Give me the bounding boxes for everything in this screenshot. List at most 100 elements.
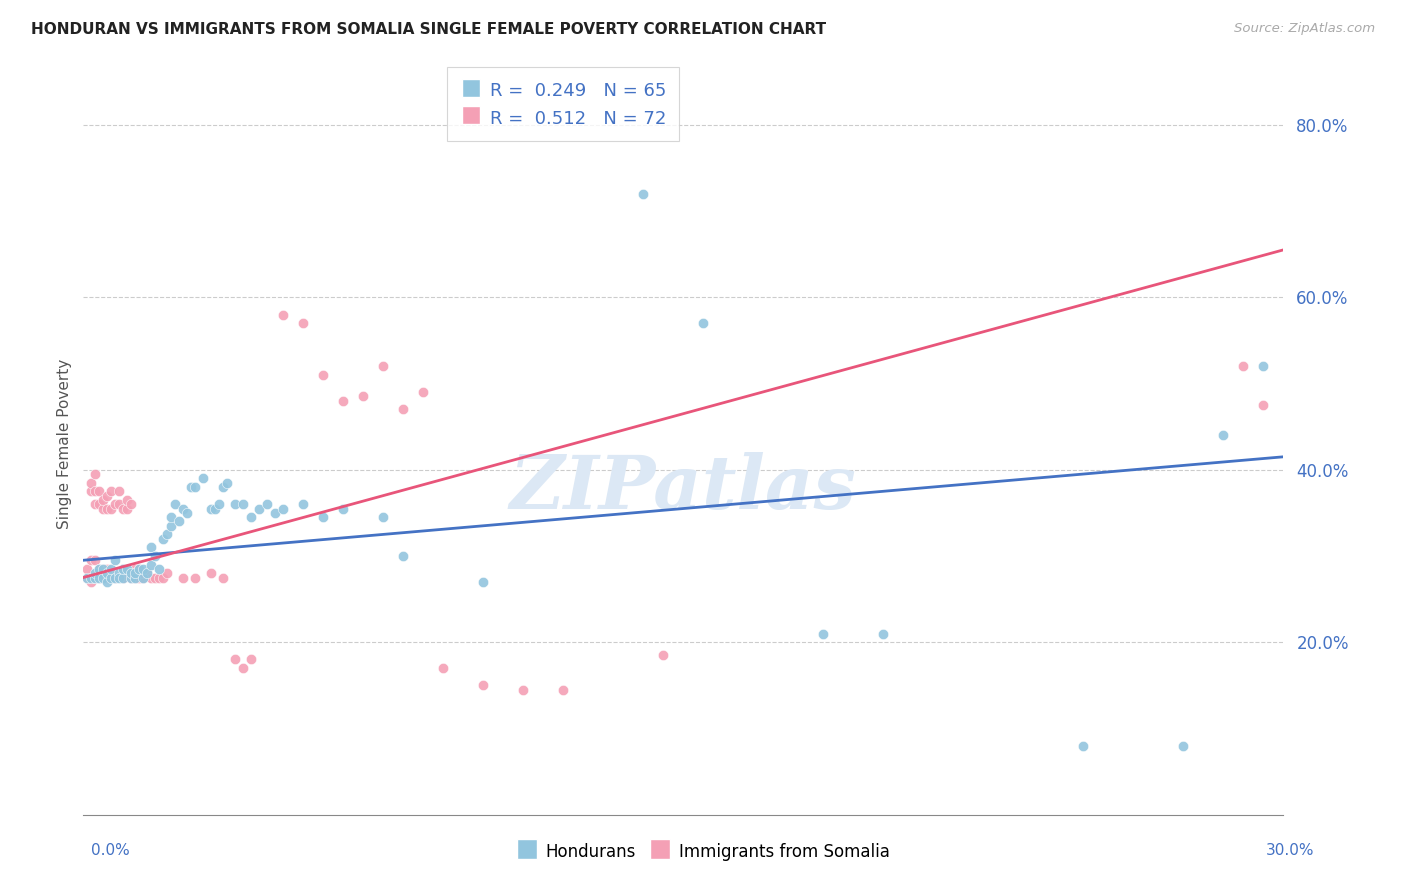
Point [152, 570, 174, 584]
Point [292, 316, 315, 330]
Point [91, 570, 114, 584]
Point [184, 570, 207, 584]
Point [160, 510, 183, 524]
Point [84, 553, 107, 567]
Point [96, 570, 118, 584]
Point [108, 497, 131, 511]
Point [240, 652, 263, 666]
Point [148, 562, 170, 576]
Point [1212, 428, 1234, 442]
Legend: Hondurans, Immigrants from Somalia: Hondurans, Immigrants from Somalia [509, 835, 897, 868]
Point [156, 527, 179, 541]
Point [80, 574, 103, 589]
Point [84, 497, 107, 511]
Point [89, 562, 111, 576]
Point [117, 492, 139, 507]
Point [124, 570, 146, 584]
Point [96, 562, 118, 576]
Point [84, 467, 107, 481]
Point [96, 501, 118, 516]
Point [96, 574, 118, 589]
Point [332, 393, 354, 408]
Point [193, 471, 215, 485]
Point [84, 570, 107, 584]
Text: Source: ZipAtlas.com: Source: ZipAtlas.com [1234, 22, 1375, 36]
Point [232, 497, 254, 511]
Point [96, 566, 118, 581]
Point [117, 501, 139, 516]
Point [271, 501, 294, 516]
Point [204, 501, 226, 516]
Point [76, 562, 98, 576]
Point [292, 497, 315, 511]
Point [76, 570, 98, 584]
Point [136, 566, 159, 581]
Point [232, 661, 254, 675]
Point [1251, 359, 1274, 374]
Point [120, 566, 142, 581]
Point [392, 549, 415, 563]
Point [100, 501, 122, 516]
Point [811, 626, 834, 640]
Point [76, 570, 98, 584]
Text: ZIPatlas: ZIPatlas [510, 452, 856, 524]
Point [271, 308, 294, 322]
Point [148, 570, 170, 584]
Point [143, 570, 166, 584]
Point [108, 484, 131, 499]
Point [112, 570, 135, 584]
Point [104, 497, 127, 511]
Point [143, 549, 166, 563]
Point [412, 385, 434, 400]
Text: 0.0%: 0.0% [91, 843, 131, 858]
Point [108, 570, 131, 584]
Point [224, 497, 246, 511]
Point [132, 566, 155, 581]
Legend: R =  0.249   N = 65, R =  0.512   N = 72: R = 0.249 N = 65, R = 0.512 N = 72 [447, 68, 679, 141]
Point [160, 518, 183, 533]
Point [136, 566, 159, 581]
Point [165, 497, 187, 511]
Point [208, 497, 231, 511]
Point [112, 562, 135, 576]
Point [112, 570, 135, 584]
Point [100, 484, 122, 499]
Point [1171, 739, 1194, 753]
Point [120, 570, 142, 584]
Point [1071, 739, 1094, 753]
Point [172, 570, 194, 584]
Point [91, 492, 114, 507]
Point [80, 553, 103, 567]
Point [91, 562, 114, 576]
Point [212, 570, 235, 584]
Point [472, 574, 495, 589]
Point [128, 562, 150, 576]
Point [120, 566, 142, 581]
Point [373, 510, 395, 524]
Point [132, 570, 155, 584]
Point [184, 480, 207, 494]
Point [200, 566, 222, 581]
Point [1232, 359, 1254, 374]
Point [84, 570, 107, 584]
Point [332, 501, 354, 516]
Point [200, 501, 222, 516]
Point [124, 566, 146, 581]
Point [217, 475, 239, 490]
Point [247, 501, 270, 516]
Point [89, 484, 111, 499]
Point [141, 558, 163, 572]
Point [212, 480, 235, 494]
Point [373, 359, 395, 374]
Point [631, 186, 654, 201]
Point [89, 497, 111, 511]
Point [264, 506, 287, 520]
Text: HONDURAN VS IMMIGRANTS FROM SOMALIA SINGLE FEMALE POVERTY CORRELATION CHART: HONDURAN VS IMMIGRANTS FROM SOMALIA SING… [31, 22, 827, 37]
Point [472, 678, 495, 692]
Point [128, 562, 150, 576]
Point [112, 501, 135, 516]
Point [89, 562, 111, 576]
Point [352, 389, 374, 403]
Point [312, 368, 335, 382]
Point [224, 652, 246, 666]
